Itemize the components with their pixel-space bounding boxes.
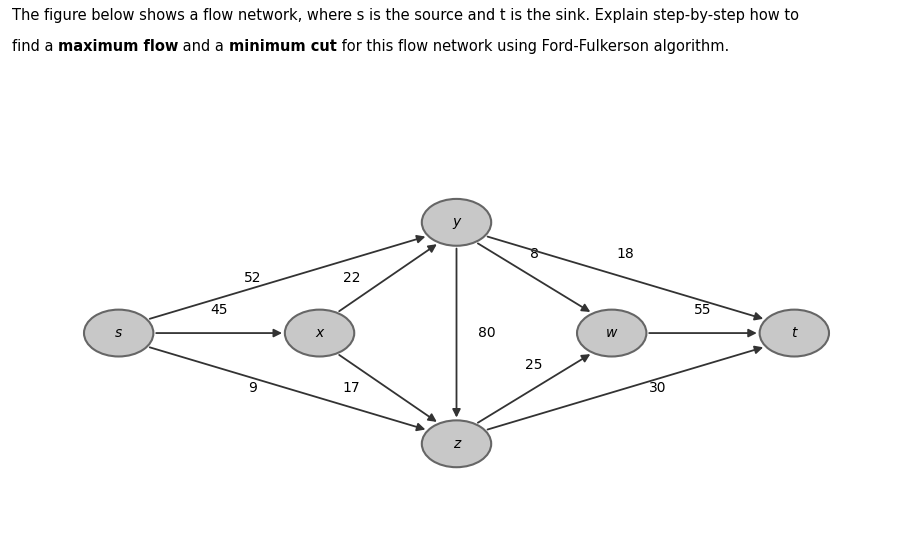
Text: minimum cut: minimum cut	[229, 39, 337, 54]
Text: find a: find a	[12, 39, 58, 54]
Text: and a: and a	[178, 39, 229, 54]
Text: 17: 17	[342, 382, 361, 395]
Ellipse shape	[84, 310, 153, 357]
Ellipse shape	[422, 199, 491, 246]
Text: 18: 18	[616, 247, 635, 262]
Text: 8: 8	[530, 247, 539, 262]
Text: 52: 52	[244, 271, 262, 284]
Text: z: z	[453, 437, 460, 451]
Text: s: s	[115, 326, 122, 340]
Text: 45: 45	[210, 302, 228, 317]
Ellipse shape	[422, 420, 491, 467]
Text: 9: 9	[248, 382, 257, 395]
Text: t: t	[792, 326, 797, 340]
Text: y: y	[452, 215, 461, 229]
Text: 55: 55	[694, 302, 712, 317]
Text: maximum flow: maximum flow	[58, 39, 178, 54]
Text: 22: 22	[342, 271, 361, 284]
Text: w: w	[606, 326, 617, 340]
Ellipse shape	[760, 310, 829, 357]
Text: 80: 80	[477, 326, 496, 340]
Text: 30: 30	[648, 382, 666, 395]
Text: The figure below shows a flow network, where s is the source and t is the sink. : The figure below shows a flow network, w…	[12, 8, 799, 23]
Ellipse shape	[577, 310, 646, 357]
Text: 25: 25	[525, 358, 543, 372]
Text: for this flow network using Ford-Fulkerson algorithm.: for this flow network using Ford-Fulkers…	[337, 39, 729, 54]
Text: x: x	[315, 326, 324, 340]
Ellipse shape	[285, 310, 354, 357]
